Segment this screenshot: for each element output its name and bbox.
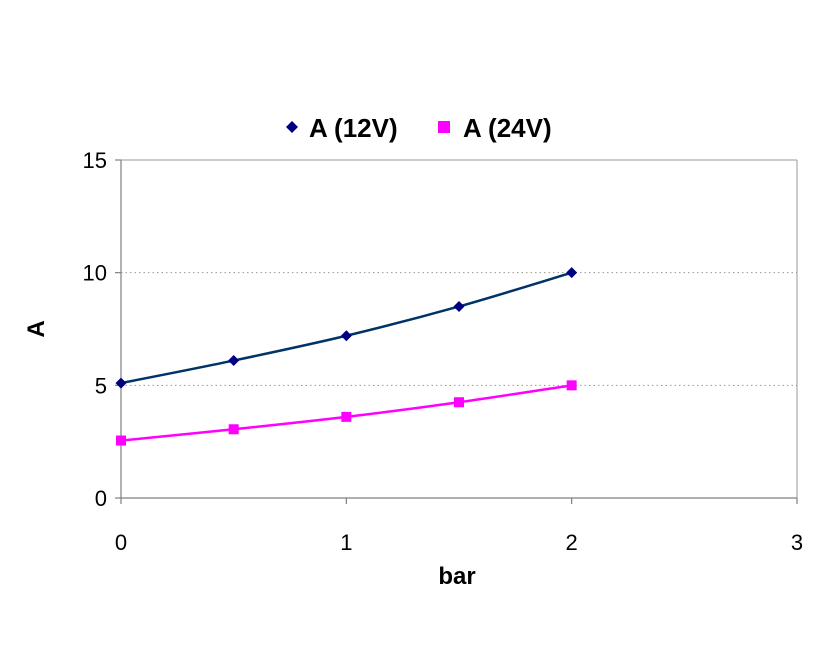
data-point-12v [228,355,240,367]
data-point-24v [566,380,577,391]
y-tick-label: 15 [83,148,107,173]
tick-labels: 0 5 10 15 0 1 2 3 [83,148,804,555]
data-point-24v [454,397,464,408]
data-point-24v [341,411,352,422]
x-tick-label: 2 [566,530,578,555]
y-tick-label: 0 [95,486,107,511]
series-line-12v [120,271,573,385]
series [115,267,578,446]
legend-item-12v: A (12V) [286,113,398,143]
y-tick-label: 10 [83,261,107,286]
y-axis-title: A [23,320,50,337]
data-point-12v [115,377,127,389]
x-tick-label: 3 [791,530,803,555]
x-tick-label: 0 [115,530,127,555]
data-point-24v [116,435,126,446]
data-point-12v [340,330,352,342]
legend-marker-diamond [286,121,298,133]
axes [115,159,798,504]
gridlines [121,159,797,386]
data-point-12v [453,300,465,312]
x-tick-label: 1 [340,530,352,555]
data-point-24v [228,424,239,435]
legend-label-24v: A (24V) [463,113,552,143]
legend-label-12v: A (12V) [309,113,398,143]
y-tick-label: 5 [95,373,107,398]
legend-item-24v: A (24V) [438,113,552,143]
data-point-12v [566,267,578,279]
legend-marker-square [438,121,450,133]
legend: A (12V) A (24V) [286,113,552,143]
x-axis-title: bar [438,563,475,590]
